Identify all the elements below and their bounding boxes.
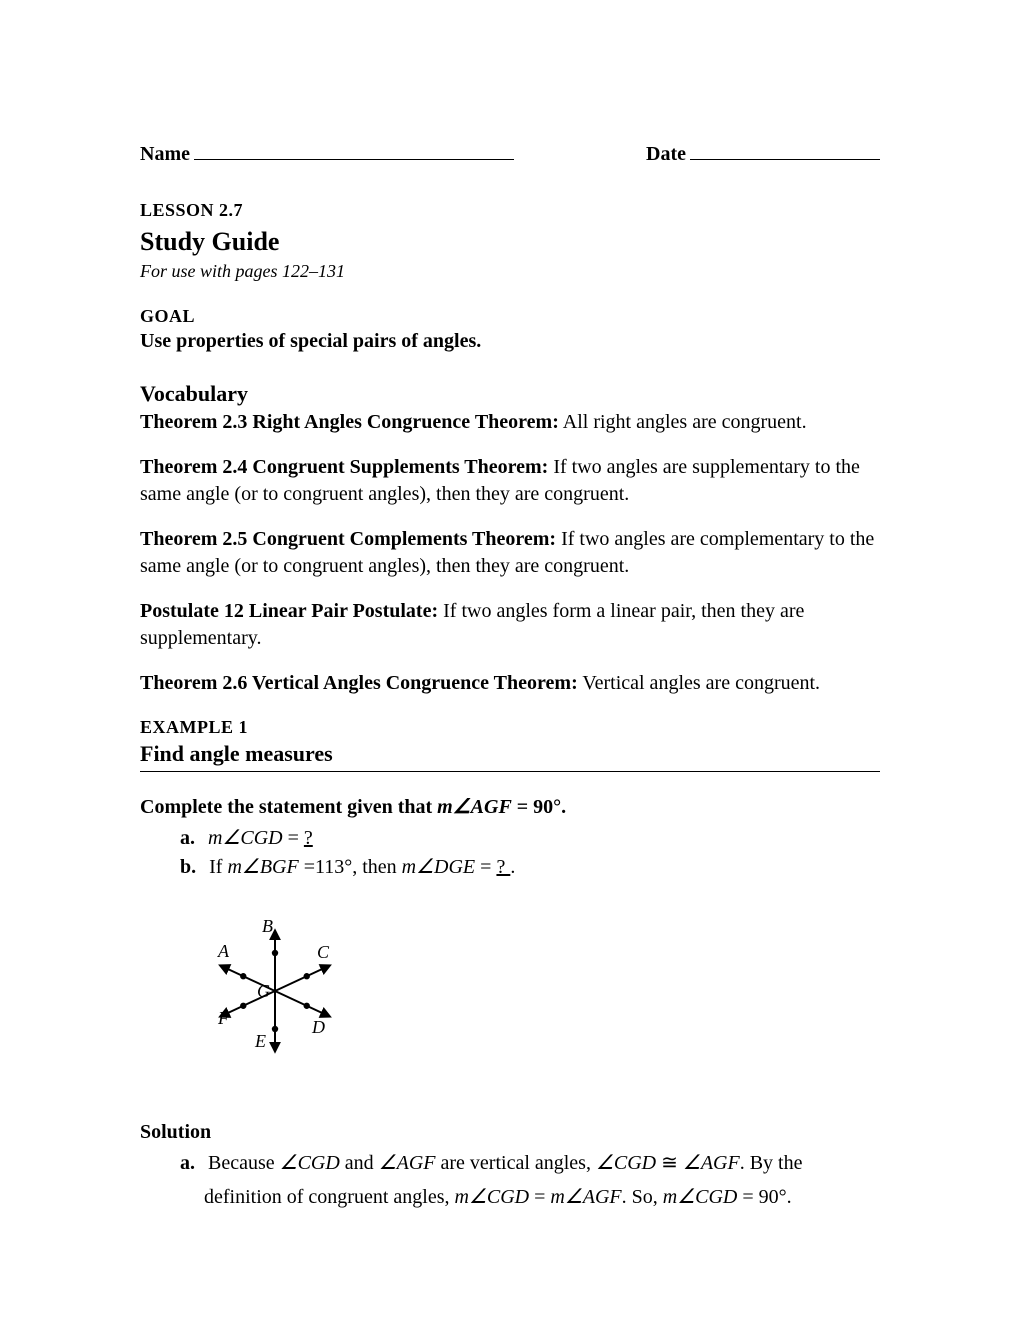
example-item-b: b. If m∠BGF =113°, then m∠DGE = ? .: [164, 854, 880, 881]
sol-a4: ∠AGF: [683, 1152, 740, 1174]
item-a-mid: =: [283, 827, 304, 849]
item-a-angle: m∠CGD: [208, 827, 283, 849]
stmt-suffix: = 90°.: [512, 796, 566, 818]
vocabulary-title: Vocabulary: [140, 379, 880, 409]
item-b-suffix: .: [510, 856, 515, 878]
vocab-term: Theorem 2.6 Vertical Angles Congruence T…: [140, 672, 578, 694]
vocab-term: Postulate 12 Linear Pair Postulate:: [140, 600, 438, 622]
vocab-item-2: Theorem 2.5 Congruent Complements Theore…: [140, 526, 880, 580]
sol-p6: = 90°.: [737, 1186, 791, 1208]
item-label: b.: [180, 856, 204, 878]
item-b-ang1: m∠BGF: [227, 856, 298, 878]
name-label: Name: [140, 141, 190, 168]
svg-text:B: B: [262, 916, 273, 936]
date-field: Date: [646, 140, 880, 168]
item-b-mid2: =: [475, 856, 496, 878]
vocab-item-4: Theorem 2.6 Vertical Angles Congruence T…: [140, 670, 880, 697]
svg-text:A: A: [217, 941, 230, 961]
date-blank[interactable]: [690, 140, 880, 160]
vocab-item-3: Postulate 12 Linear Pair Postulate: If t…: [140, 598, 880, 652]
header-row: Name Date: [140, 140, 880, 168]
svg-text:E: E: [254, 1031, 266, 1051]
item-b-prefix: If: [209, 856, 227, 878]
diagram-svg: A B C D E F G: [200, 911, 355, 1071]
vocab-term: Theorem 2.3 Right Angles Congruence Theo…: [140, 411, 559, 433]
item-a-blank[interactable]: ?: [304, 827, 313, 849]
sol-m2: m∠AGF: [550, 1186, 621, 1208]
vocab-term: Theorem 2.5 Congruent Complements Theore…: [140, 528, 556, 550]
study-guide-subtitle: For use with pages 122–131: [140, 259, 880, 283]
solution-item-a: a. Because ∠CGD and ∠AGF are vertical an…: [164, 1146, 880, 1214]
vocab-item-1: Theorem 2.4 Congruent Supplements Theore…: [140, 454, 880, 508]
date-label: Date: [646, 141, 686, 168]
item-label: a.: [180, 827, 203, 849]
sol-eq: =: [529, 1186, 550, 1208]
svg-text:G: G: [257, 981, 270, 1001]
sol-a-label: a.: [180, 1152, 203, 1174]
item-b-ang2: m∠DGE: [402, 856, 475, 878]
goal-text: Use properties of special pairs of angle…: [140, 328, 880, 355]
study-guide-title: Study Guide: [140, 224, 880, 259]
item-b-mid1: =113°, then: [299, 856, 402, 878]
sol-p5: . So,: [622, 1186, 663, 1208]
lesson-number: LESSON 2.7: [140, 198, 880, 222]
sol-p1: Because: [208, 1152, 280, 1174]
item-b-blank[interactable]: ?: [496, 856, 510, 878]
sol-a2: ∠AGF: [379, 1152, 436, 1174]
example-statement: Complete the statement given that m∠AGF …: [140, 794, 880, 821]
stmt-angle: m∠AGF: [437, 796, 512, 818]
svg-text:C: C: [317, 942, 330, 962]
svg-text:F: F: [217, 1008, 230, 1028]
example-item-a: a. m∠CGD = ?: [164, 825, 880, 852]
name-blank[interactable]: [194, 140, 514, 160]
example-label: EXAMPLE 1: [140, 715, 880, 739]
vocab-def: All right angles are congruent.: [559, 411, 807, 433]
vocab-def: Vertical angles are congruent.: [578, 672, 820, 694]
sol-m1: m∠CGD: [455, 1186, 530, 1208]
sol-a1: ∠CGD: [280, 1152, 340, 1174]
goal-label: GOAL: [140, 304, 880, 328]
sol-p3: are vertical angles,: [436, 1152, 596, 1174]
stmt-prefix: Complete the statement given that: [140, 796, 437, 818]
angle-diagram: A B C D E F G: [200, 911, 880, 1079]
sol-cong: ≅: [656, 1152, 683, 1174]
svg-text:D: D: [311, 1017, 325, 1037]
solution-label: Solution: [140, 1119, 880, 1146]
sol-p2: and: [340, 1152, 379, 1174]
example-title: Find angle measures: [140, 741, 333, 766]
vocab-term: Theorem 2.4 Congruent Supplements Theore…: [140, 456, 548, 478]
vocab-item-0: Theorem 2.3 Right Angles Congruence Theo…: [140, 409, 880, 436]
name-field: Name: [140, 140, 514, 168]
sol-a3: ∠CGD: [596, 1152, 656, 1174]
sol-m3: m∠CGD: [663, 1186, 738, 1208]
example-title-row: Find angle measures: [140, 739, 880, 772]
